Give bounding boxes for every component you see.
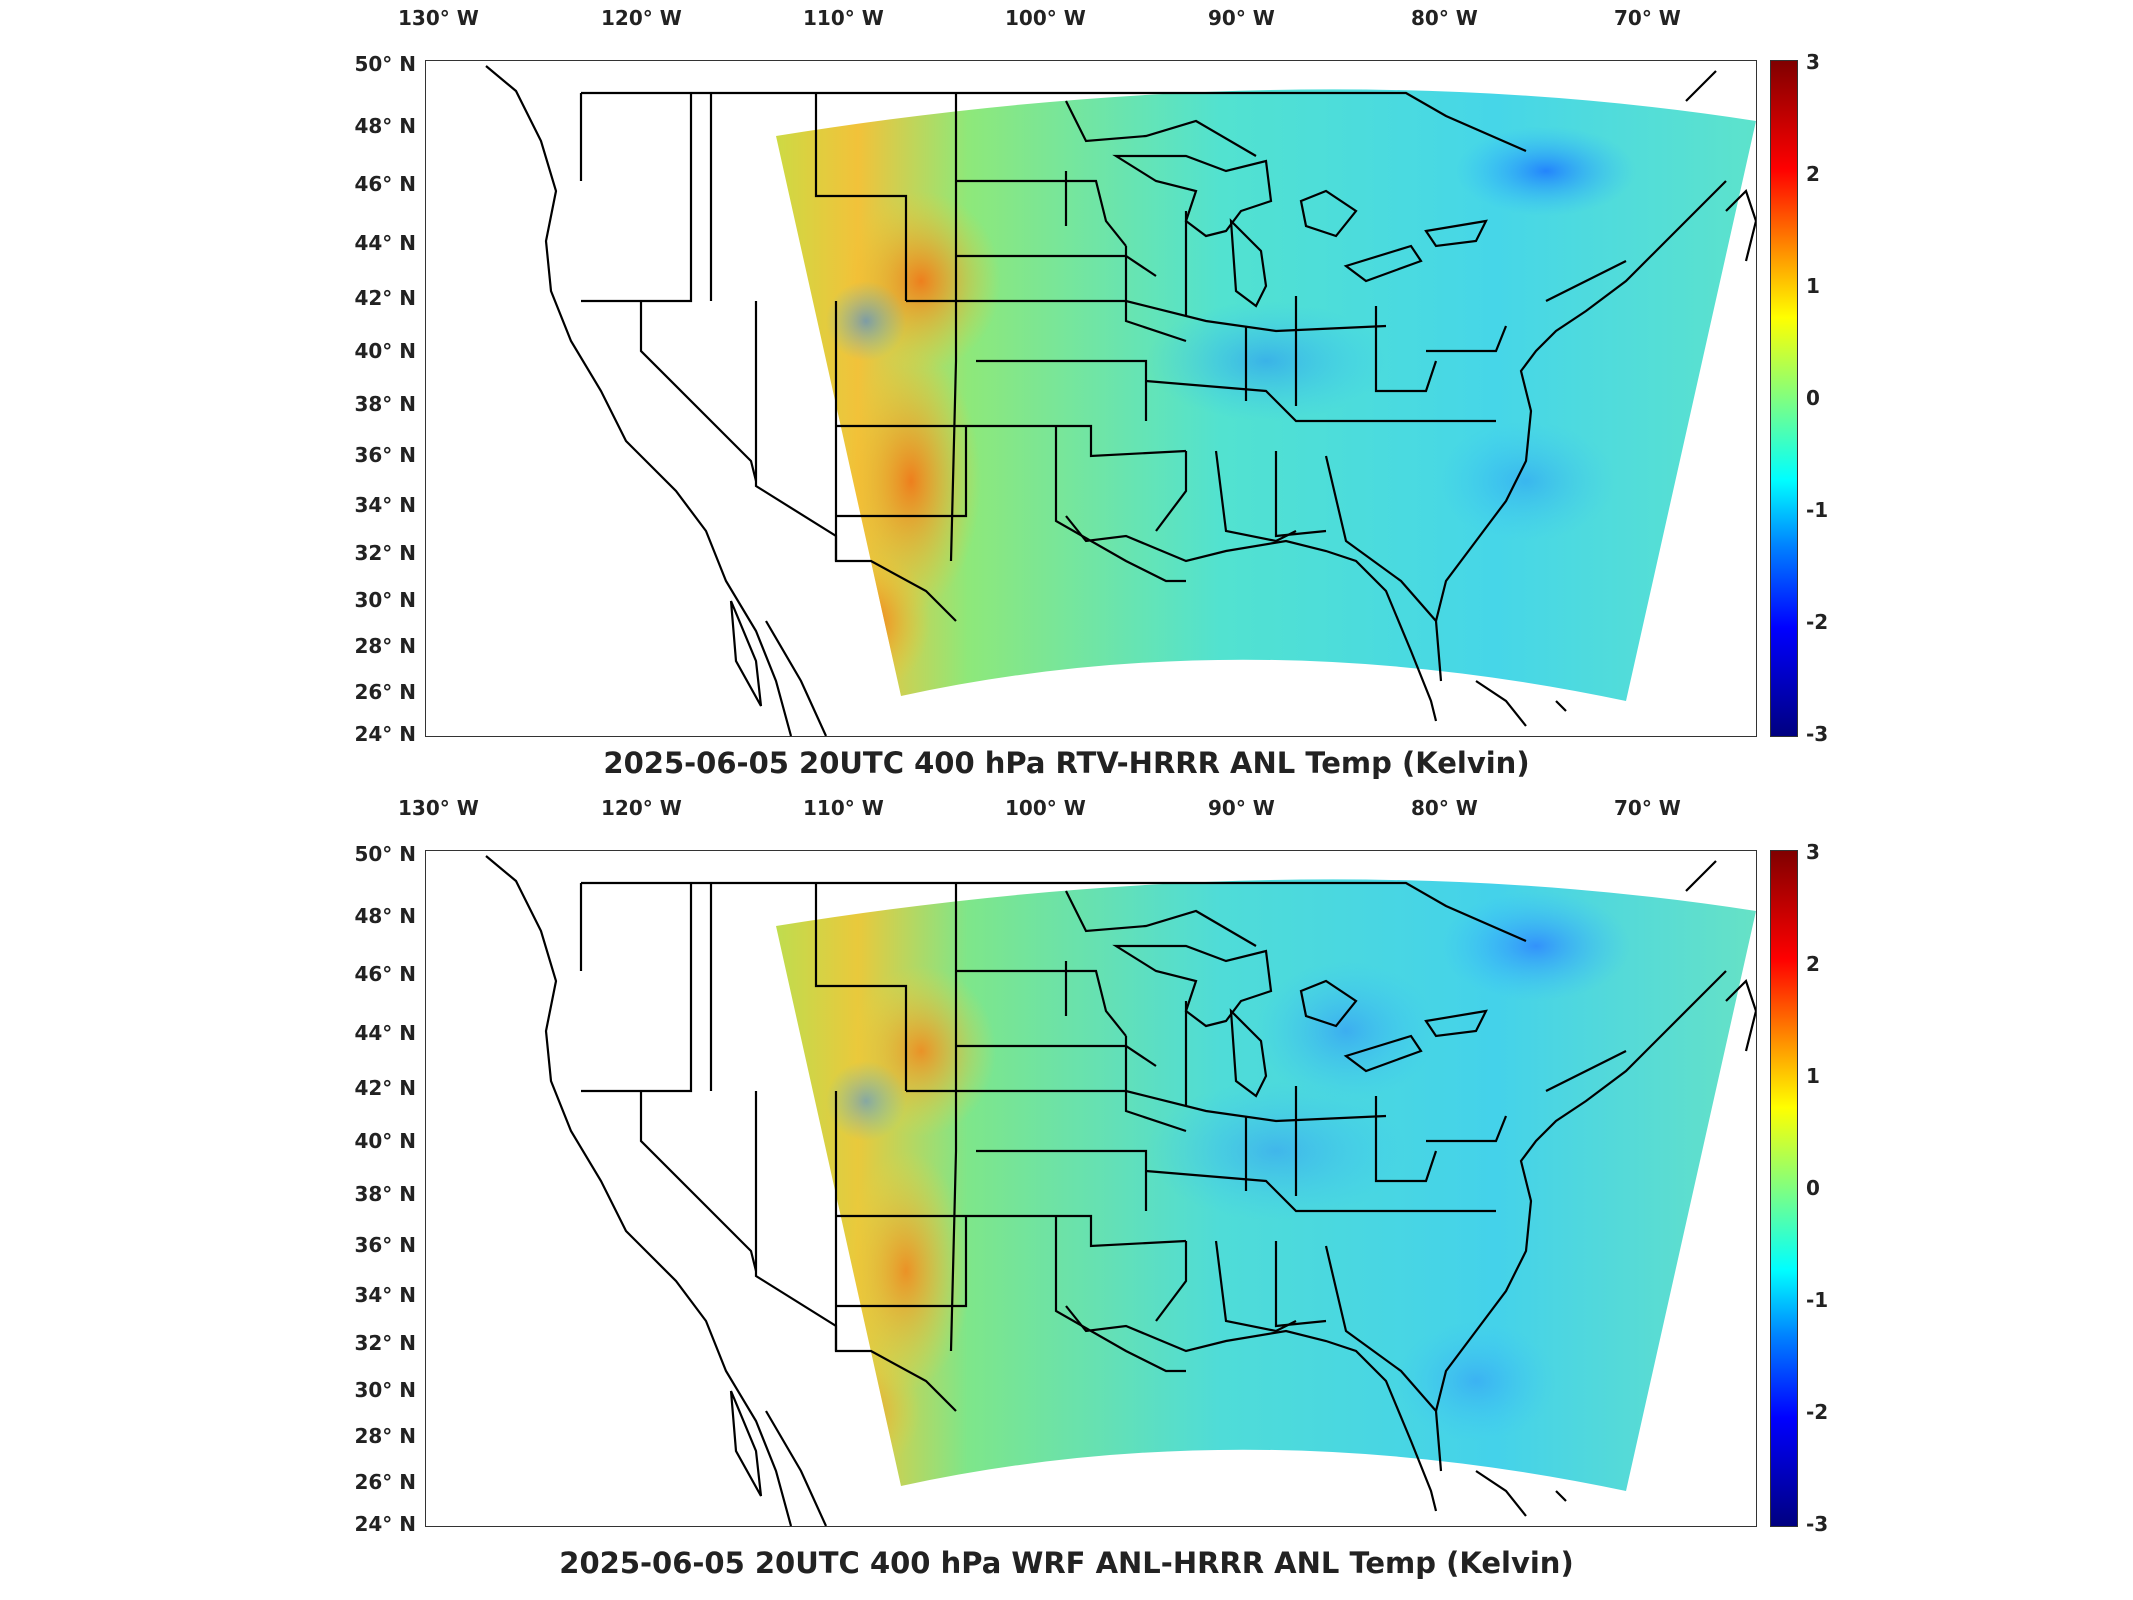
lon-tick-label: 100° W bbox=[1005, 796, 1086, 820]
lon-tick-label: 120° W bbox=[601, 6, 682, 30]
lat-tick-label: 44° N bbox=[354, 1021, 416, 1045]
colorbar-tick-label: 2 bbox=[1806, 162, 1820, 186]
colorbar-tick-label: -3 bbox=[1806, 722, 1829, 746]
lat-tick-label: 28° N bbox=[354, 1424, 416, 1448]
bottom-map-panel: 130° W 120° W 110° W 100° W 90° W 80° W … bbox=[0, 790, 2133, 1600]
lon-tick-label: 100° W bbox=[1005, 6, 1086, 30]
colorbar bbox=[1770, 850, 1798, 1527]
lat-tick-label: 38° N bbox=[354, 1182, 416, 1206]
lat-tick-label: 24° N bbox=[354, 722, 416, 746]
lat-tick-label: 46° N bbox=[354, 962, 416, 986]
lat-tick-label: 42° N bbox=[354, 1076, 416, 1100]
lat-tick-label: 48° N bbox=[354, 904, 416, 928]
lat-tick-label: 32° N bbox=[354, 1331, 416, 1355]
panel-title: 2025-06-05 20UTC 400 hPa WRF ANL-HRRR AN… bbox=[559, 1546, 1574, 1580]
colorbar bbox=[1770, 60, 1798, 737]
lon-tick-label: 90° W bbox=[1208, 796, 1275, 820]
lat-tick-label: 40° N bbox=[354, 1129, 416, 1153]
lon-tick-label: 90° W bbox=[1208, 6, 1275, 30]
lat-tick-label: 34° N bbox=[354, 493, 416, 517]
lat-tick-label: 46° N bbox=[354, 172, 416, 196]
lat-tick-label: 44° N bbox=[354, 231, 416, 255]
lat-tick-label: 50° N bbox=[354, 842, 416, 866]
colorbar-tick-label: 0 bbox=[1806, 1176, 1820, 1200]
lat-tick-label: 36° N bbox=[354, 1233, 416, 1257]
lat-tick-label: 38° N bbox=[354, 392, 416, 416]
colorbar-tick-label: -3 bbox=[1806, 1512, 1829, 1536]
lat-tick-label: 34° N bbox=[354, 1283, 416, 1307]
lat-tick-label: 26° N bbox=[354, 680, 416, 704]
lon-tick-label: 120° W bbox=[601, 796, 682, 820]
coastline-and-borders bbox=[485, 65, 1756, 736]
colorbar-tick-label: 0 bbox=[1806, 386, 1820, 410]
lon-tick-label: 80° W bbox=[1411, 796, 1478, 820]
lat-tick-label: 30° N bbox=[354, 1378, 416, 1402]
lon-tick-label: 80° W bbox=[1411, 6, 1478, 30]
lon-tick-label: 130° W bbox=[398, 6, 479, 30]
colorbar-tick-label: 3 bbox=[1806, 840, 1820, 864]
lon-tick-label: 70° W bbox=[1614, 6, 1681, 30]
temperature-field-map bbox=[485, 65, 1756, 736]
lat-tick-label: 42° N bbox=[354, 286, 416, 310]
lat-tick-label: 28° N bbox=[354, 634, 416, 658]
colorbar-tick-label: 2 bbox=[1806, 952, 1820, 976]
lat-tick-label: 30° N bbox=[354, 588, 416, 612]
lon-tick-label: 110° W bbox=[803, 6, 884, 30]
colorbar-tick-label: 3 bbox=[1806, 50, 1820, 74]
map-area bbox=[425, 60, 1757, 737]
lon-tick-label: 110° W bbox=[803, 796, 884, 820]
colorbar-tick-label: -1 bbox=[1806, 498, 1829, 522]
panel-title: 2025-06-05 20UTC 400 hPa RTV-HRRR ANL Te… bbox=[603, 746, 1530, 780]
lat-tick-label: 24° N bbox=[354, 1512, 416, 1536]
colorbar-tick-label: 1 bbox=[1806, 274, 1820, 298]
top-map-panel: 130° W 120° W 110° W 100° W 90° W 80° W … bbox=[354, 6, 1829, 780]
lat-tick-label: 48° N bbox=[354, 114, 416, 138]
lon-tick-label: 70° W bbox=[1614, 796, 1681, 820]
map-area bbox=[425, 850, 1757, 1527]
lat-tick-label: 26° N bbox=[354, 1470, 416, 1494]
coastline-and-borders bbox=[485, 855, 1756, 1526]
lat-tick-label: 40° N bbox=[354, 339, 416, 363]
temperature-field-map bbox=[485, 855, 1756, 1526]
lon-tick-label: 130° W bbox=[398, 796, 479, 820]
colorbar-tick-label: 1 bbox=[1806, 1064, 1820, 1088]
lat-tick-label: 50° N bbox=[354, 52, 416, 76]
lat-tick-label: 36° N bbox=[354, 443, 416, 467]
lat-tick-label: 32° N bbox=[354, 541, 416, 565]
colorbar-tick-label: -1 bbox=[1806, 1288, 1829, 1312]
colorbar-tick-label: -2 bbox=[1806, 1400, 1829, 1424]
colorbar-tick-label: -2 bbox=[1806, 610, 1829, 634]
